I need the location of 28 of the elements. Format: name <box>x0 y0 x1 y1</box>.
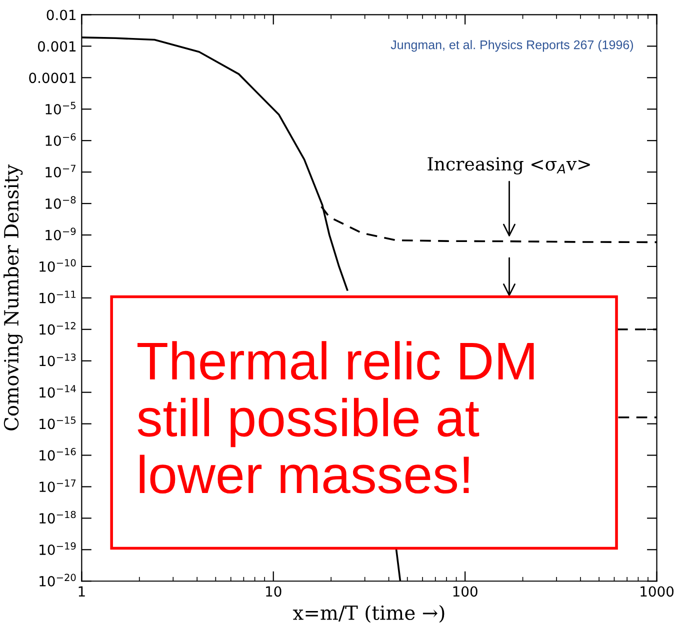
x-tick-label: 10 <box>266 586 282 597</box>
y-tick-label: 0.01 <box>46 10 76 20</box>
x-tick-label: 100 <box>453 586 478 597</box>
y-tick-label: 10$^{−5}$ <box>46 102 76 114</box>
y-tick-label: 10$^{−13}$ <box>40 353 76 366</box>
annotation: Jungman, et al. Physics Reports 267 (1996) <box>390 40 634 52</box>
y-tick-label: 10$^{−7}$ <box>46 164 76 178</box>
y-tick-label: 10$^{−10}$ <box>40 259 76 272</box>
y-tick-label: 10$^{−16}$ <box>40 448 76 461</box>
y-tick-label: 10$^{−18}$ <box>40 510 76 524</box>
y-tick-label: 10$^{−8}$ <box>46 196 76 209</box>
y-tick-label: 10$^{−12}$ <box>40 322 76 335</box>
y-tick-label: 10$^{−15}$ <box>40 416 76 430</box>
x-tick-label: 1 <box>78 586 85 597</box>
y-tick-label: 10$^{−9}$ <box>46 228 76 240</box>
y-tick-label: 0.001 <box>38 41 76 52</box>
y-tick-label: 0.0001 <box>29 72 76 84</box>
annotation: Thermal relic DM still possible at lower masses! <box>137 341 534 494</box>
y-tick-label: 10$^{−14}$ <box>40 385 76 398</box>
x-axis-title: x=m/T (time →) <box>292 604 444 623</box>
y-axis-title: Comoving Number Density <box>4 164 23 430</box>
y-tick-label: 10$^{−17}$ <box>40 479 76 492</box>
x-tick-label: 1000 <box>640 586 674 597</box>
annotation: Increasing <σ$_{A}$v> <box>428 157 590 174</box>
y-tick-label: 10$^{−19}$ <box>40 542 76 556</box>
y-tick-label: 10$^{−20}$ <box>40 574 76 586</box>
y-tick-label: 10$^{−6}$ <box>46 133 76 146</box>
y-tick-label: 10$^{−11}$ <box>40 290 76 304</box>
